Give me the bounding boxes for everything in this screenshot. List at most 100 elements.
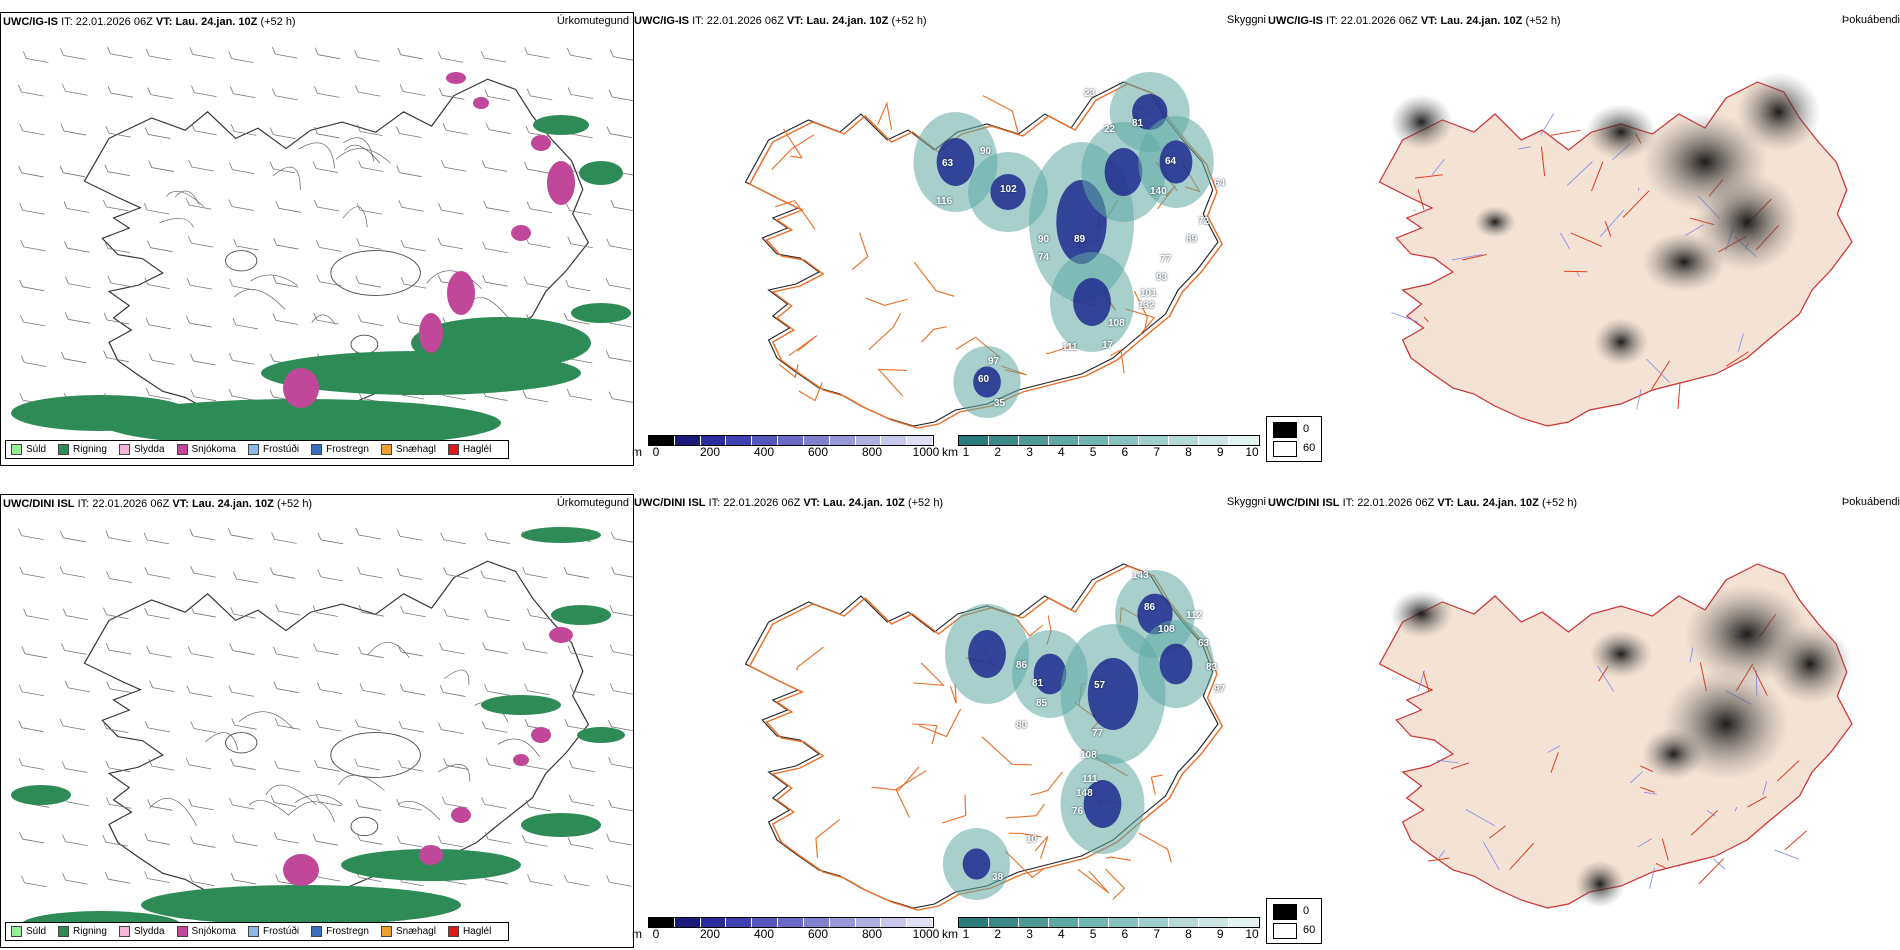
cloud-base-label: 60 [978,374,990,385]
river [1518,146,1531,150]
wind-barb-feather [21,875,25,883]
wind-barb [570,395,593,401]
wind-barb [446,129,469,135]
wind-barb [189,322,212,328]
river [1646,358,1670,383]
wind-barb [485,649,508,654]
wind-barb [570,133,593,139]
wind-barb [446,615,470,621]
wind-barb-feather [144,277,149,285]
precip-map-header: UWC/IG-IS IT: 22.01.2026 06Z VT: Lau. 24… [3,16,296,28]
wind-barb-feather [231,718,236,726]
colorbar-unit: km [942,445,958,459]
wind-barb [68,318,91,324]
wind-barb-feather [272,46,276,55]
wind-barb [611,763,633,769]
wind-barb-feather [229,278,233,287]
wind-barb-feather [355,527,360,536]
road [1417,189,1425,210]
road [921,326,947,343]
legend-item: Haglél [447,444,491,455]
terrain-contour [497,738,540,758]
wind-barb [191,166,214,172]
terrain-contour [238,711,294,730]
cloud-base-label: 38 [992,872,1004,883]
wind-barb [192,535,215,541]
wind-barb [65,90,88,96]
terrain-contour [367,642,410,659]
wind-barb [357,765,380,771]
wind-barb-feather [145,317,150,326]
wind-barb [147,284,170,290]
wind-barb-feather [606,238,611,247]
wind-barb [612,611,633,617]
wind-barb [483,577,506,582]
wind-barb [151,167,174,172]
colorbar-tick: 5 [1089,445,1097,459]
cloud-base-label: 111 [1062,342,1078,353]
wind-barb-feather [524,719,529,727]
wind-barb-feather [20,355,25,363]
colorbar-tick: 10 [1245,445,1259,459]
wind-barb-feather [524,162,528,170]
wind-barb-feather [228,51,233,59]
wind-barb [21,172,44,178]
colorbar-tick: 5 [1089,927,1097,941]
wind-barb [443,395,466,401]
road [783,128,803,159]
road [1105,856,1132,862]
wind-barb [361,321,384,327]
precip-legend: Súld Rigning Slydda Snjókoma Frostúði Frostre… [5,440,510,459]
wind-barb-feather [398,720,403,729]
wind-barb-feather [59,530,64,538]
road [1133,290,1148,332]
cloud-base-area [973,366,1001,398]
wind-barb-feather [269,161,274,169]
wind-barb [63,725,86,731]
wind-barb [400,651,424,657]
wind-barb-feather [484,609,489,618]
wind-barb [106,728,129,734]
road [877,101,893,130]
wind-barb [67,247,90,253]
wind-barb [609,840,632,846]
wind-barb-feather [148,758,153,767]
wind-barb-feather [316,274,321,282]
wind-barb-feather [191,123,196,132]
road [1427,857,1450,862]
wind-barb-feather [187,646,192,654]
wind-barb [403,612,426,618]
wind-barb-feather [608,391,613,399]
road [941,794,967,824]
road [1604,220,1612,237]
snow-area [511,225,531,241]
wind-barb [189,204,212,210]
precip-map-header: UWC/DINI ISL IT: 22.01.2026 06Z VT: Lau.… [3,498,313,510]
wind-barb [274,802,297,807]
colorbar-tick: 9 [1216,445,1224,459]
legend-swatch [11,444,22,455]
wind-barb [399,172,422,178]
wind-barb [614,538,633,543]
wind-barb [485,166,508,172]
wind-barb [276,653,299,659]
wind-barb [232,359,255,365]
wind-barb [108,132,131,138]
wind-barb [359,244,382,250]
cloud-base-area [962,848,991,880]
rain-area [577,727,625,743]
wind-barb [273,134,296,140]
wind-barb [65,841,88,847]
wind-barb [276,282,299,288]
terrain-contour [248,800,289,816]
fog-area [1390,94,1453,150]
road [771,134,815,171]
wind-barb [21,91,44,97]
wind-barb-feather [60,48,64,56]
wind-barb [360,573,383,579]
road [1423,316,1429,323]
road [1550,129,1581,136]
terrain-contour [311,314,336,325]
wind-barb [189,692,212,698]
wind-barb [613,206,633,212]
